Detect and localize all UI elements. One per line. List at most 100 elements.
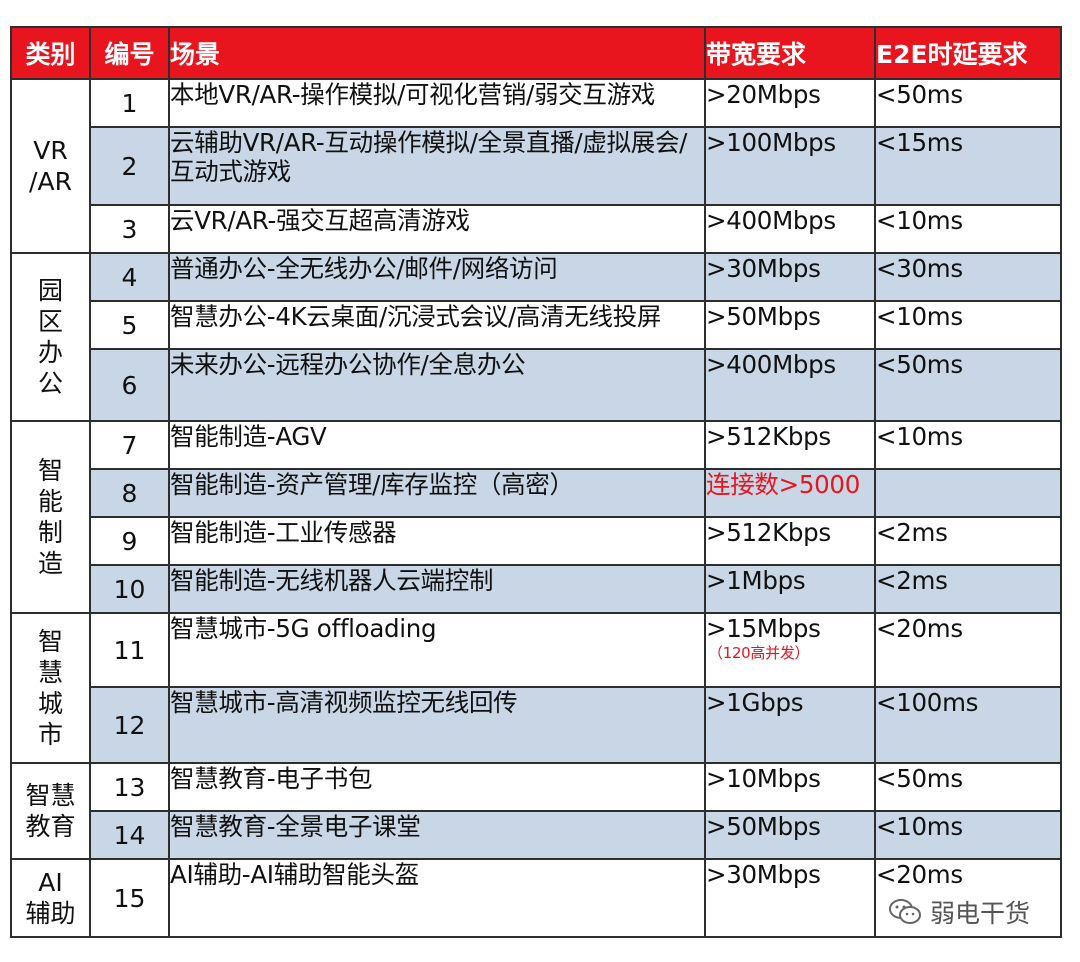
scene-cell: 智能制造-资产管理/库存监控（高密） [168, 468, 706, 518]
scene-cell: 智能制造-AGV [168, 420, 706, 470]
table-row: 14 智慧教育-全景电子课堂 >50Mbps <10ms [11, 810, 1062, 860]
row-number: 1 [89, 78, 170, 128]
scene-cell: 智慧城市-高清视频监控无线回传 [168, 686, 706, 764]
scene-cell: 云VR/AR-强交互超高清游戏 [168, 204, 706, 254]
bandwidth-value: >400Mbps [706, 350, 836, 379]
row-number: 11 [89, 612, 170, 688]
bandwidth-cell: >30Mbps [704, 858, 876, 938]
bandwidth-cell: >20Mbps [704, 78, 876, 128]
scene-cell: 未来办公-远程办公协作/全息办公 [168, 348, 706, 422]
latency-cell: <50ms [874, 348, 1062, 422]
bandwidth-value: >512Kbps [706, 422, 831, 451]
row-number: 15 [89, 858, 170, 938]
table-row: 3 云VR/AR-强交互超高清游戏 >400Mbps <10ms [11, 204, 1062, 254]
table-row: 10 智能制造-无线机器人云端控制 >1Mbps <2ms [11, 564, 1062, 614]
scene-cell: AI辅助-AI辅助智能头盔 [168, 858, 706, 938]
latency-cell: <10ms [874, 420, 1062, 470]
bandwidth-value: >1Mbps [706, 566, 806, 595]
bandwidth-cell: >100Mbps [704, 126, 876, 206]
watermark-text: 弱电干货 [930, 899, 1031, 928]
bandwidth-cell: >10Mbps [704, 762, 876, 812]
bandwidth-cell: 连接数>5000 [704, 468, 876, 518]
category-cell: 智 慧 城 市 [10, 612, 91, 764]
table-row: 智慧 教育 13 智慧教育-电子书包 >10Mbps <50ms [10, 762, 1062, 860]
row-number: 7 [89, 420, 170, 470]
bandwidth-cell: >512Kbps [704, 516, 876, 566]
latency-cell: <50ms [874, 78, 1062, 128]
scene-cell: 云辅助VR/AR-互动操作模拟/全景直播/虚拟展会/互动式游戏 [168, 126, 706, 206]
latency-cell: <15ms [874, 126, 1062, 206]
row-number: 6 [89, 348, 170, 422]
table-header-row: 类别 编号 场景 带宽要求 E2E时延要求 [10, 26, 1062, 80]
bandwidth-value: >15Mbps [706, 614, 821, 643]
row-number: 9 [89, 516, 170, 566]
category-cell: 园 区 办 公 [10, 252, 91, 422]
table-row: 6 未来办公-远程办公协作/全息办公 >400Mbps <50ms [11, 348, 1062, 422]
latency-cell: <2ms [874, 516, 1062, 566]
category-cell: 智慧 教育 [10, 762, 91, 860]
scene-cell: 智慧城市-5G offloading [168, 612, 706, 688]
bandwidth-value: >50Mbps [706, 812, 821, 841]
latency-cell: <10ms [874, 300, 1062, 350]
bandwidth-value: >50Mbps [706, 302, 821, 331]
table-row: 园 区 办 公 4 普通办公-全无线办公/邮件/网络访问 >30Mbps <30ms [10, 252, 1062, 422]
bandwidth-cell: >30Mbps [704, 252, 876, 302]
row-number: 3 [89, 204, 170, 254]
scene-cell: 普通办公-全无线办公/邮件/网络访问 [168, 252, 706, 302]
category-cell: 智 能 制 造 [10, 420, 91, 614]
row-number: 5 [89, 300, 170, 350]
latency-cell [874, 468, 1062, 518]
requirements-table: 类别 编号 场景 带宽要求 E2E时延要求 VR /AR 1 本地VR/AR-操作模… [10, 26, 1062, 938]
latency-cell: <2ms [874, 564, 1062, 614]
scene-cell: 智慧教育-电子书包 [168, 762, 706, 812]
bandwidth-value: >10Mbps [706, 764, 821, 793]
scene-cell: 智能制造-无线机器人云端控制 [168, 564, 706, 614]
latency-cell: <10ms [874, 810, 1062, 860]
table-row: 智 能 制 造 7 智能制造-AGV >512Kbps <10ms [10, 420, 1062, 614]
row-number: 10 [89, 564, 170, 614]
row-number: 13 [89, 762, 170, 812]
bandwidth-note: （120高并发） [708, 644, 810, 662]
header-bandwidth: 带宽要求 [704, 26, 876, 80]
row-number: 12 [89, 686, 170, 764]
bandwidth-cell: >15Mbps （120高并发） [704, 612, 876, 688]
bandwidth-value: >512Kbps [706, 518, 831, 547]
bandwidth-value: >100Mbps [706, 128, 836, 157]
bandwidth-cell: >50Mbps [704, 810, 876, 860]
bandwidth-value: >30Mbps [706, 254, 821, 283]
table-row: 8 智能制造-资产管理/库存监控（高密） 连接数>5000 [11, 468, 1062, 518]
bandwidth-value: >400Mbps [706, 206, 836, 235]
scene-cell: 本地VR/AR-操作模拟/可视化营销/弱交互游戏 [168, 78, 706, 128]
row-number: 4 [89, 252, 170, 302]
category-cell: VR /AR [10, 78, 91, 254]
row-number: 2 [89, 126, 170, 206]
latency-cell: <30ms [874, 252, 1062, 302]
bandwidth-cell: >400Mbps [704, 204, 876, 254]
table-row: VR /AR 1 本地VR/AR-操作模拟/可视化营销/弱交互游戏 >20Mbps <5… [10, 78, 1062, 254]
row-number: 14 [89, 810, 170, 860]
latency-cell: <100ms [874, 686, 1062, 764]
row-number: 8 [89, 468, 170, 518]
scene-cell: 智能制造-工业传感器 [168, 516, 706, 566]
latency-cell: <50ms [874, 762, 1062, 812]
header-latency: E2E时延要求 [874, 26, 1062, 80]
bandwidth-cell: >50Mbps [704, 300, 876, 350]
header-category: 类别 [10, 26, 91, 80]
table-row: 5 智慧办公-4K云桌面/沉浸式会议/高清无线投屏 >50Mbps <10ms [11, 300, 1062, 350]
bandwidth-value: 连接数>5000 [706, 470, 860, 499]
bandwidth-cell: >1Mbps [704, 564, 876, 614]
latency-cell: <20ms [874, 612, 1062, 688]
scene-cell: 智慧教育-全景电子课堂 [168, 810, 706, 860]
scene-cell: 智慧办公-4K云桌面/沉浸式会议/高清无线投屏 [168, 300, 706, 350]
bandwidth-cell: >1Gbps [704, 686, 876, 764]
header-scene: 场景 [168, 26, 706, 80]
watermark: 弱电干货 [888, 893, 1048, 931]
table-row: 2 云辅助VR/AR-互动操作模拟/全景直播/虚拟展会/互动式游戏 >100Mbps… [11, 126, 1062, 206]
bandwidth-value: >1Gbps [706, 688, 804, 717]
table-row: 智 慧 城 市 11 智慧城市-5G offloading >15Mbps （120高并… [10, 612, 1062, 764]
bandwidth-value: >30Mbps [706, 860, 821, 889]
table-row: AI 辅助 15 AI辅助-AI辅助智能头盔 >30Mbps <20ms [10, 858, 1062, 938]
table-row: 9 智能制造-工业传感器 >512Kbps <2ms [11, 516, 1062, 566]
bandwidth-cell: >512Kbps [704, 420, 876, 470]
wechat-icon [889, 899, 921, 924]
